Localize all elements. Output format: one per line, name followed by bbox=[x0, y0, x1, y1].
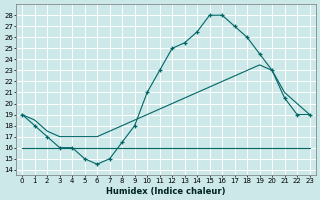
X-axis label: Humidex (Indice chaleur): Humidex (Indice chaleur) bbox=[106, 187, 226, 196]
